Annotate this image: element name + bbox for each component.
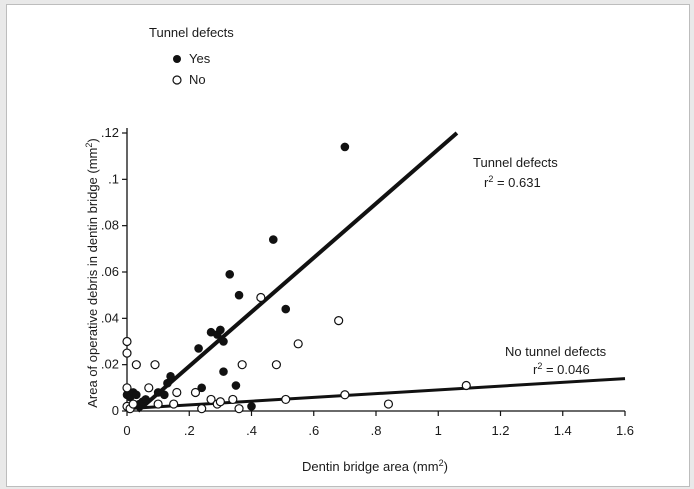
- fit-line-tunnel-defects: [136, 131, 459, 413]
- point-tunnel-no: [293, 339, 303, 349]
- point-tunnel-no: [144, 383, 154, 393]
- point-tunnel-yes: [231, 381, 241, 390]
- point-tunnel-yes: [225, 270, 235, 279]
- point-tunnel-no: [237, 360, 247, 370]
- point-tunnel-no: [128, 399, 138, 409]
- x-tick-label: 1.2: [491, 423, 509, 438]
- annotation-tunnel-r2: r2 = 0.631: [484, 174, 541, 190]
- y-tick-label: .06: [101, 264, 119, 279]
- legend-marker-no: [172, 75, 182, 85]
- x-tick-label: 1: [435, 423, 442, 438]
- legend-title: Tunnel defects: [149, 25, 234, 40]
- y-tick-label: .02: [101, 357, 119, 372]
- point-tunnel-yes: [197, 383, 206, 393]
- point-tunnel-yes: [234, 290, 244, 300]
- y-ticks: 0 .02 .04 .06 .08 .1 .12: [101, 125, 127, 418]
- point-tunnel-yes: [247, 402, 256, 411]
- point-tunnel-yes: [141, 395, 150, 404]
- x-tick-label: 0: [123, 423, 130, 438]
- point-tunnel-yes: [281, 304, 291, 314]
- x-tick-label: .2: [184, 423, 195, 438]
- annotation-no-tunnel-r2: r2 = 0.046: [533, 361, 590, 377]
- y-tick-label: 0: [112, 403, 119, 418]
- point-tunnel-no: [190, 387, 201, 398]
- point-tunnel-no: [271, 360, 281, 370]
- y-tick-label: .1: [108, 171, 119, 186]
- point-tunnel-no: [234, 404, 244, 414]
- figure-frame: Tunnel defects Yes No 0 .02 .04 .06 .08 .1 .12…: [6, 4, 690, 487]
- point-tunnel-no: [461, 380, 471, 391]
- point-tunnel-no: [256, 292, 266, 303]
- point-tunnel-no: [122, 348, 132, 358]
- point-tunnel-yes: [268, 235, 278, 244]
- point-tunnel-no: [122, 336, 132, 347]
- point-tunnel-no: [169, 399, 179, 409]
- legend-label-yes: Yes: [189, 51, 211, 66]
- legend: Tunnel defects Yes No: [149, 25, 234, 87]
- point-tunnel-yes: [160, 390, 169, 400]
- point-tunnel-yes: [132, 390, 141, 400]
- point-tunnel-yes: [166, 371, 175, 381]
- y-tick-label: .08: [101, 218, 119, 233]
- point-tunnel-yes: [194, 344, 203, 353]
- point-tunnel-no: [228, 394, 238, 405]
- annotation-no-tunnel-label: No tunnel defects: [505, 344, 607, 359]
- point-tunnel-no: [334, 316, 344, 326]
- scatter-chart: Tunnel defects Yes No 0 .02 .04 .06 .08 .1 .12…: [84, 25, 634, 474]
- x-tick-label: .8: [371, 423, 382, 438]
- point-tunnel-yes: [216, 325, 225, 335]
- x-tick-label: 1.6: [616, 423, 634, 438]
- y-tick-label: .04: [101, 310, 119, 325]
- x-axis-title: Dentin bridge area (mm2): [302, 458, 448, 474]
- point-tunnel-no: [122, 383, 132, 393]
- legend-marker-yes: [173, 55, 181, 63]
- point-tunnel-no: [172, 387, 182, 398]
- point-tunnel-no: [206, 394, 216, 405]
- x-ticks: 0 .2 .4 .6 .8 1 1.2 1.4 1.6: [123, 411, 634, 438]
- point-tunnel-no: [281, 394, 291, 405]
- x-tick-label: .4: [246, 423, 257, 438]
- point-tunnel-no: [150, 360, 160, 370]
- point-tunnel-yes: [219, 337, 228, 346]
- point-tunnel-no: [215, 397, 225, 407]
- y-tick-label: .12: [101, 125, 119, 140]
- y-axis-title: Area of operative debris in dentin bridg…: [84, 138, 100, 408]
- point-tunnel-yes: [340, 142, 350, 152]
- point-tunnel-no: [340, 390, 350, 400]
- annotation-tunnel-label: Tunnel defects: [473, 155, 558, 170]
- data-points: [122, 142, 471, 414]
- point-tunnel-no: [131, 360, 141, 370]
- x-tick-label: .6: [308, 423, 319, 438]
- point-tunnel-no: [383, 399, 394, 409]
- point-tunnel-no: [153, 399, 163, 409]
- x-tick-label: 1.4: [554, 423, 572, 438]
- point-tunnel-yes: [219, 367, 228, 376]
- point-tunnel-no: [197, 404, 207, 414]
- legend-label-no: No: [189, 72, 206, 87]
